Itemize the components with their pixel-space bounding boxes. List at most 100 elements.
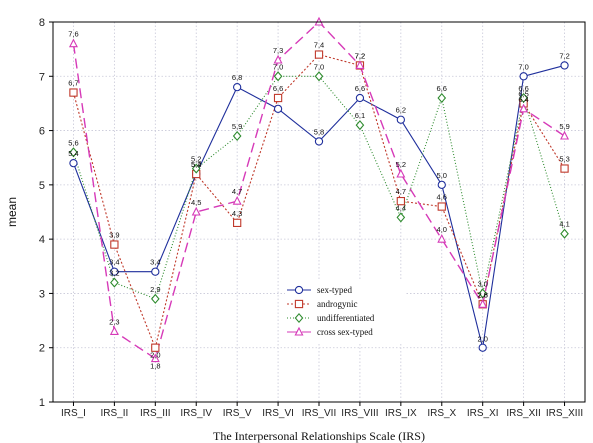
data-point (294, 299, 304, 309)
data-point (150, 353, 160, 363)
data-label: 1,8 (150, 362, 160, 371)
data-point (294, 326, 304, 336)
data-point (396, 168, 406, 178)
data-label: 7,6 (68, 30, 78, 39)
x-tick-label: IRS_XII (506, 408, 540, 419)
y-axis-label: mean (5, 197, 19, 227)
data-point (560, 61, 569, 70)
data-point (273, 71, 283, 82)
data-label: 7,2 (355, 51, 365, 60)
data-point (69, 158, 78, 168)
data-point (519, 72, 528, 81)
data-point (314, 50, 324, 59)
data-label: 3,4 (109, 258, 119, 267)
data-label: 5,6 (68, 138, 78, 147)
data-label: 7,2 (559, 51, 569, 60)
data-point (109, 326, 119, 335)
data-label: 5,4 (191, 160, 201, 169)
data-labels: 5,4 3,4 3,4 5,4 6,8 5,8 6,6 6,2 5,0 2,0 7,0 7,2 6,7 3… (68, 30, 570, 371)
data-point (150, 293, 160, 304)
data-point (314, 71, 324, 82)
legend-entry: undifferentiated (317, 313, 375, 323)
data-point (560, 228, 569, 239)
data-point (110, 277, 119, 288)
data-point (396, 212, 406, 223)
data-label: 6,8 (232, 73, 242, 82)
data-label: 2,3 (109, 317, 119, 326)
data-point (273, 54, 283, 64)
x-tick-label: IRS_X (427, 408, 456, 419)
data-label: 6,1 (355, 111, 365, 120)
data-label: 5,9 (232, 122, 242, 131)
x-tick-label: IRS_IX (385, 408, 417, 419)
x-tick-label: IRS_III (140, 408, 171, 419)
y-tick-label: 8 (39, 17, 45, 29)
data-label: 7,0 (273, 62, 283, 71)
data-label: 5,2 (191, 155, 201, 164)
data-label: 6,6 (437, 84, 447, 93)
data-label: 6,5 (518, 89, 528, 98)
x-tick-label: IRS_VIII (341, 408, 378, 419)
data-label: 3,0 (477, 279, 487, 288)
data-point (396, 115, 405, 124)
data-point (294, 312, 304, 324)
data-label: 5,2 (396, 160, 406, 169)
x-axis-label: The Interpersonal Relationships Scale (I… (213, 429, 425, 443)
data-label: 5,4 (68, 149, 78, 158)
x-tick-label: IRS_II (100, 408, 128, 419)
data-point (233, 82, 242, 92)
data-label: 6,6 (355, 84, 365, 93)
data-point (69, 88, 78, 97)
data-point (478, 288, 488, 299)
data-label: 6,7 (68, 79, 78, 88)
data-label: 7,2 (355, 51, 365, 60)
data-point (355, 120, 365, 131)
x-tick-label: IRS_XI (467, 408, 499, 419)
data-point (191, 163, 201, 174)
data-label: 7,0 (314, 62, 324, 71)
data-point (519, 103, 529, 113)
x-tick-label: IRS_V (223, 408, 252, 419)
data-point (314, 137, 324, 146)
data-label: 2,0 (477, 335, 487, 344)
legend-entry: sex-typed (317, 285, 352, 295)
data-label: 4,6 (437, 193, 447, 202)
data-point (151, 267, 160, 276)
data-label: 4,5 (191, 198, 201, 207)
data-point (191, 206, 201, 216)
y-tick-label: 1 (39, 397, 45, 409)
axes: 1 2 3 4 5 6 7 8 IRS_I IRS_II IRS_III IRS_IV IRS_V IRS… (39, 17, 586, 419)
data-label: 7,0 (518, 62, 528, 71)
data-point (396, 196, 405, 206)
data-point (294, 285, 304, 295)
legend-entry: cross sex-typed (317, 327, 373, 337)
data-label: 5,9 (559, 122, 569, 131)
data-point (355, 93, 365, 103)
data-point (519, 92, 528, 104)
data-point (437, 233, 447, 243)
data-label: 3,2 (109, 269, 119, 278)
data-point (110, 267, 119, 276)
legend: sex-typed androgynic undifferentiated cross… (285, 280, 405, 342)
data-point (232, 195, 242, 205)
y-tick-label: 5 (39, 180, 45, 192)
data-point (273, 93, 283, 103)
x-tick-label: IRS_VII (302, 408, 336, 419)
data-point (437, 92, 447, 104)
data-label: 4,7 (396, 187, 406, 196)
data-point (69, 147, 78, 158)
y-tick-label: 3 (39, 288, 45, 300)
data-label: 4,7 (232, 187, 242, 196)
x-tick-label: IRS_IV (180, 408, 212, 419)
data-point (437, 202, 446, 211)
y-tick-label: 6 (39, 126, 45, 138)
data-label: 3,4 (150, 258, 160, 267)
data-point (560, 130, 570, 140)
data-label: 4,3 (232, 209, 242, 218)
data-label: 5,0 (437, 171, 447, 180)
x-tick-label: IRS_VI (262, 408, 294, 419)
y-tick-label: 7 (39, 71, 45, 83)
data-label: 2,8 (477, 290, 487, 299)
data-label: 6,4 (518, 95, 528, 104)
data-point (233, 218, 242, 228)
